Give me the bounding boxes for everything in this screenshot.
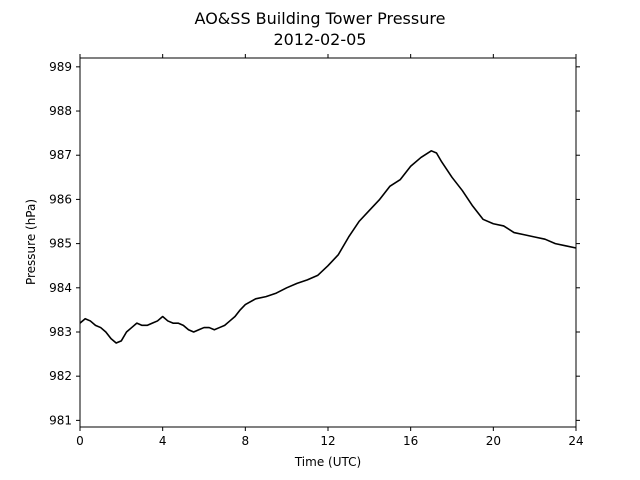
y-tick-label: 985	[49, 237, 72, 251]
series-layer	[79, 150, 577, 344]
axis-ticks: 0 4 8 12 16 20 24 981 982 983 984 985 986 987 988 989	[49, 54, 584, 448]
y-tick-label: 989	[49, 60, 72, 74]
x-tick-label: 20	[486, 434, 501, 448]
pressure-series-line	[79, 150, 577, 344]
x-tick-label: 8	[242, 434, 250, 448]
y-tick-label: 983	[49, 325, 72, 339]
chart-subtitle: 2012-02-05	[274, 30, 367, 49]
plot-frame	[79, 57, 577, 428]
x-tick-label: 16	[403, 434, 418, 448]
x-tick-label: 24	[568, 434, 583, 448]
x-tick-label: 4	[159, 434, 167, 448]
y-tick-label: 988	[49, 104, 72, 118]
y-axis-label: Pressure (hPa)	[24, 199, 38, 285]
y-tick-label: 986	[49, 192, 72, 206]
y-tick-label: 982	[49, 369, 72, 383]
x-axis-label: Time (UTC)	[294, 455, 361, 469]
y-tick-label: 981	[49, 413, 72, 427]
y-tick-label: 987	[49, 148, 72, 162]
chart-title: AO&SS Building Tower Pressure	[195, 9, 446, 28]
x-tick-label: 0	[76, 434, 84, 448]
x-tick-label: 12	[320, 434, 335, 448]
y-tick-label: 984	[49, 281, 72, 295]
